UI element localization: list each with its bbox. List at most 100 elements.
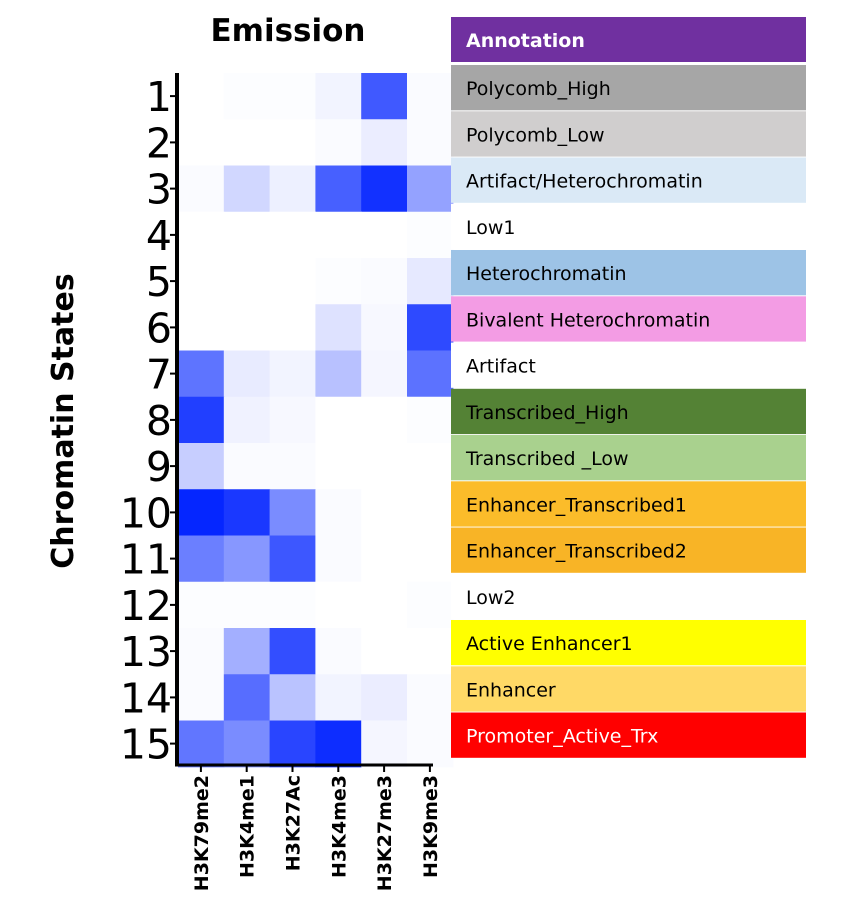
state-tick-4: 4	[146, 212, 172, 260]
annotation-label-7: Artifact	[466, 356, 536, 378]
annotation-label-11: Enhancer_Transcribed2	[466, 541, 687, 563]
state-tick-1: 1	[146, 73, 172, 121]
annotation-header-bar	[451, 17, 806, 62]
heatmap-cell-3-H3K4me1	[223, 165, 271, 213]
heatmap-cell-14-H3K4me1	[223, 674, 271, 722]
heatmap-cell-2-H3K27Ac	[269, 119, 316, 167]
annotation-label-3: Artifact/Heterochromatin	[466, 171, 703, 193]
heatmap-cell-15-H3K4me1	[223, 720, 271, 768]
heatmap-cell-5-H3K79me2	[178, 258, 225, 305]
heatmap-cell-7-H3K4me1	[223, 350, 271, 398]
annotation-swatch-13	[451, 620, 806, 666]
state-tick-15: 15	[120, 721, 172, 769]
heatmap-cell-8-H3K27Ac	[269, 396, 316, 444]
heatmap-cell-2-H3K4me3	[315, 119, 362, 167]
heatmap-cell-14-H3K27me3	[361, 674, 408, 722]
heatmap-cell-1-H3K9me3	[407, 73, 454, 120]
annotation-swatch-6	[451, 296, 806, 342]
heatmap-cell-9-H3K27me3	[361, 443, 408, 490]
annotation-label-9: Transcribed _Low	[465, 448, 629, 470]
heatmap-cell-11-H3K9me3	[407, 535, 454, 583]
state-tick-10: 10	[120, 489, 172, 537]
heatmap-cell-6-H3K27me3	[361, 304, 408, 352]
heatmap-cell-2-H3K9me3	[407, 119, 454, 167]
heatmap-cell-10-H3K27Ac	[269, 489, 316, 537]
annotation-swatch-14	[451, 666, 806, 712]
heatmap-cell-11-H3K79me2	[178, 535, 225, 583]
heatmap-cell-12-H3K27me3	[361, 581, 408, 629]
annotation-label-13: Active Enhancer1	[466, 633, 633, 655]
heatmap-cell-5-H3K27me3	[361, 258, 408, 305]
heatmap-cell-4-H3K79me2	[178, 211, 225, 259]
heatmap-cell-5-H3K4me1	[223, 258, 271, 305]
heatmap-cell-15-H3K4me3	[315, 720, 362, 768]
heatmap-cell-2-H3K27me3	[361, 119, 408, 167]
state-tick-8: 8	[146, 397, 172, 445]
annotation-label-6: Bivalent Heterochromatin	[466, 309, 710, 331]
heatmap-cell-8-H3K9me3	[407, 396, 454, 444]
heatmap-cell-1-H3K27me3	[361, 73, 408, 120]
heatmap-cell-5-H3K4me3	[315, 258, 362, 305]
heatmap-cell-14-H3K27Ac	[269, 674, 316, 722]
state-tick-12: 12	[120, 582, 172, 630]
heatmap-cell-4-H3K27me3	[361, 211, 408, 259]
annotation-header: Annotation	[466, 30, 585, 52]
mark-tick-labels: H3K79me2 H3K4me1 H3K27Ac H3K4me3 H3K27me3 H3K…	[191, 765, 442, 891]
annotation-swatch-15	[451, 712, 806, 758]
heatmap-cell-5-H3K9me3	[407, 258, 454, 305]
annotation-swatch-9	[451, 435, 806, 481]
annotation-label-5: Heterochromatin	[466, 263, 627, 285]
heatmap-cell-1-H3K79me2	[178, 73, 225, 120]
annotation-swatch-7	[451, 342, 806, 388]
heatmap-cell-13-H3K79me2	[178, 628, 225, 675]
state-tick-3: 3	[146, 166, 172, 214]
heatmap-cell-3-H3K4me3	[315, 165, 362, 213]
annotation-swatch-11	[451, 527, 806, 573]
heatmap-cell-14-H3K4me3	[315, 674, 362, 722]
heatmap-cell-11-H3K4me1	[223, 535, 271, 583]
heatmap-cell-12-H3K4me1	[223, 581, 271, 629]
heatmap-cell-12-H3K79me2	[178, 581, 225, 629]
heatmap-cell-12-H3K4me3	[315, 581, 362, 629]
heatmap-cell-3-H3K27me3	[361, 165, 408, 213]
state-tick-13: 13	[120, 628, 172, 676]
annotation-label-14: Enhancer	[466, 679, 556, 701]
heatmap-cell-7-H3K79me2	[178, 350, 225, 398]
annotation-swatch-5	[451, 250, 806, 296]
state-tick-5: 5	[146, 258, 172, 306]
annotation-swatch-3	[451, 157, 806, 203]
mark-tick-H3K4me3: H3K4me3	[328, 775, 350, 878]
annotation-label-15: Promoter_Active_Trx	[466, 726, 658, 748]
heatmap-cell-2-H3K79me2	[178, 119, 225, 167]
y-axis-title: Chromatin States	[46, 273, 81, 568]
mark-tick-H3K9me3: H3K9me3	[420, 775, 442, 878]
heatmap-cell-6-H3K4me3	[315, 304, 362, 352]
heatmap-cell-15-H3K27me3	[361, 720, 408, 768]
heatmap-cell-15-H3K79me2	[178, 720, 225, 768]
heatmap-cell-3-H3K27Ac	[269, 165, 316, 213]
annotation-label-12: Low2	[466, 587, 516, 609]
heatmap-cell-7-H3K4me3	[315, 350, 362, 398]
heatmap-cell-14-H3K79me2	[178, 674, 225, 722]
heatmap-cell-4-H3K27Ac	[269, 211, 316, 259]
annotation-swatch-2	[451, 111, 806, 157]
heatmap-cell-4-H3K4me3	[315, 211, 362, 259]
heatmap-cell-6-H3K79me2	[178, 304, 225, 352]
heatmap-cell-14-H3K9me3	[407, 674, 454, 722]
state-tick-9: 9	[146, 443, 172, 491]
heatmap-cell-13-H3K4me1	[223, 628, 271, 675]
annotation-label-10: Enhancer_Transcribed1	[466, 494, 687, 516]
heatmap-cell-10-H3K4me3	[315, 489, 362, 537]
chart-title: Emission	[211, 13, 366, 49]
heatmap-cell-13-H3K27Ac	[269, 628, 316, 675]
mark-tick-H3K79me2: H3K79me2	[191, 775, 213, 891]
heatmap-cell-1-H3K4me1	[223, 73, 271, 120]
heatmap-cell-12-H3K9me3	[407, 581, 454, 629]
annotation-swatch-12	[451, 573, 806, 620]
annotation-swatch-8	[451, 388, 806, 435]
heatmap-cell-7-H3K27Ac	[269, 350, 316, 398]
heatmap-cell-4-H3K4me1	[223, 211, 271, 259]
state-tick-11: 11	[120, 536, 172, 584]
